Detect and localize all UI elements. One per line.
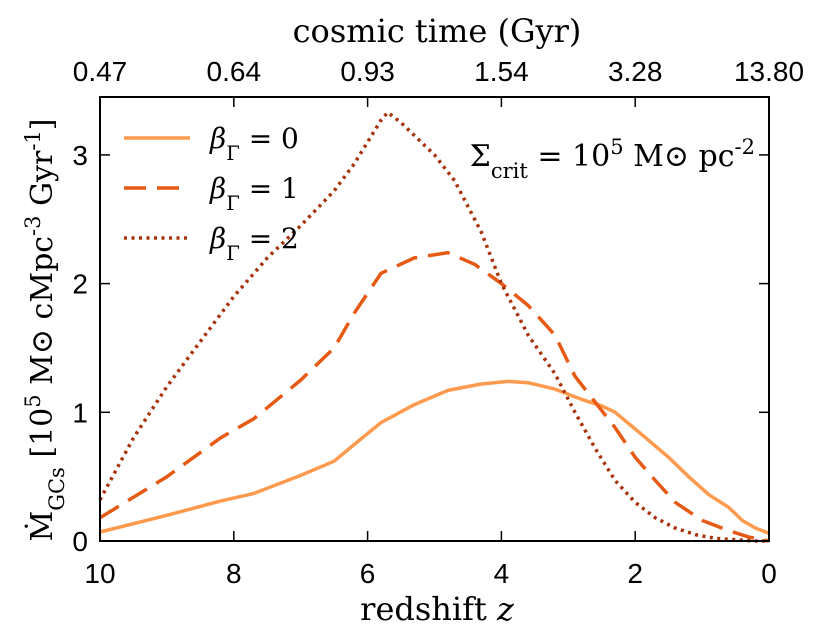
- series-line-beta-2: [98, 110, 769, 543]
- x-tick-label: 6: [360, 558, 376, 589]
- y-axis-label: ṀGCs [105 M⊙ cMpc-3 Gyr-1]: [21, 118, 69, 541]
- x-axis-label: redshift z: [360, 590, 515, 628]
- x-tick-label: 8: [226, 558, 242, 589]
- plot-frame: [99, 96, 770, 542]
- x-tick-label: 0: [761, 558, 777, 589]
- y-tick-label: 1: [72, 397, 88, 428]
- legend: βΓ = 0 βΓ = 1 βΓ = 2: [124, 122, 299, 265]
- top-tick-label: 0.64: [207, 56, 262, 87]
- x-tick-label: 10: [84, 558, 115, 589]
- y-tick-label: 2: [72, 269, 88, 300]
- top-axis-label: cosmic time (Gyr): [293, 12, 582, 50]
- top-tick-label: 13.80: [734, 56, 804, 87]
- top-tick-label: 0.93: [340, 56, 395, 87]
- y-tick-label: 3: [72, 140, 88, 171]
- series-layer: [98, 110, 770, 543]
- x-tick-label: 4: [494, 558, 510, 589]
- x-tick-label: 2: [627, 558, 643, 589]
- ticks-layer: 10 8 6 4 2 0 0.47 0.64 0.93 1.54 3.28 13.80 0 1 2 3: [72, 56, 804, 589]
- series-line-beta-0: [99, 379, 770, 535]
- top-tick-label: 1.54: [474, 56, 529, 87]
- legend-label-2: βΓ = 2: [209, 222, 299, 265]
- top-tick-label: 0.47: [73, 56, 128, 87]
- legend-label-0: βΓ = 0: [209, 122, 299, 165]
- top-tick-label: 3.28: [608, 56, 663, 87]
- legend-label-1: βΓ = 1: [209, 172, 299, 215]
- series-line-beta-1: [99, 250, 770, 543]
- sigma-crit-annotation: Σcrit = 105 M⊙ pc-2: [470, 135, 755, 183]
- y-tick-label: 0: [72, 526, 88, 557]
